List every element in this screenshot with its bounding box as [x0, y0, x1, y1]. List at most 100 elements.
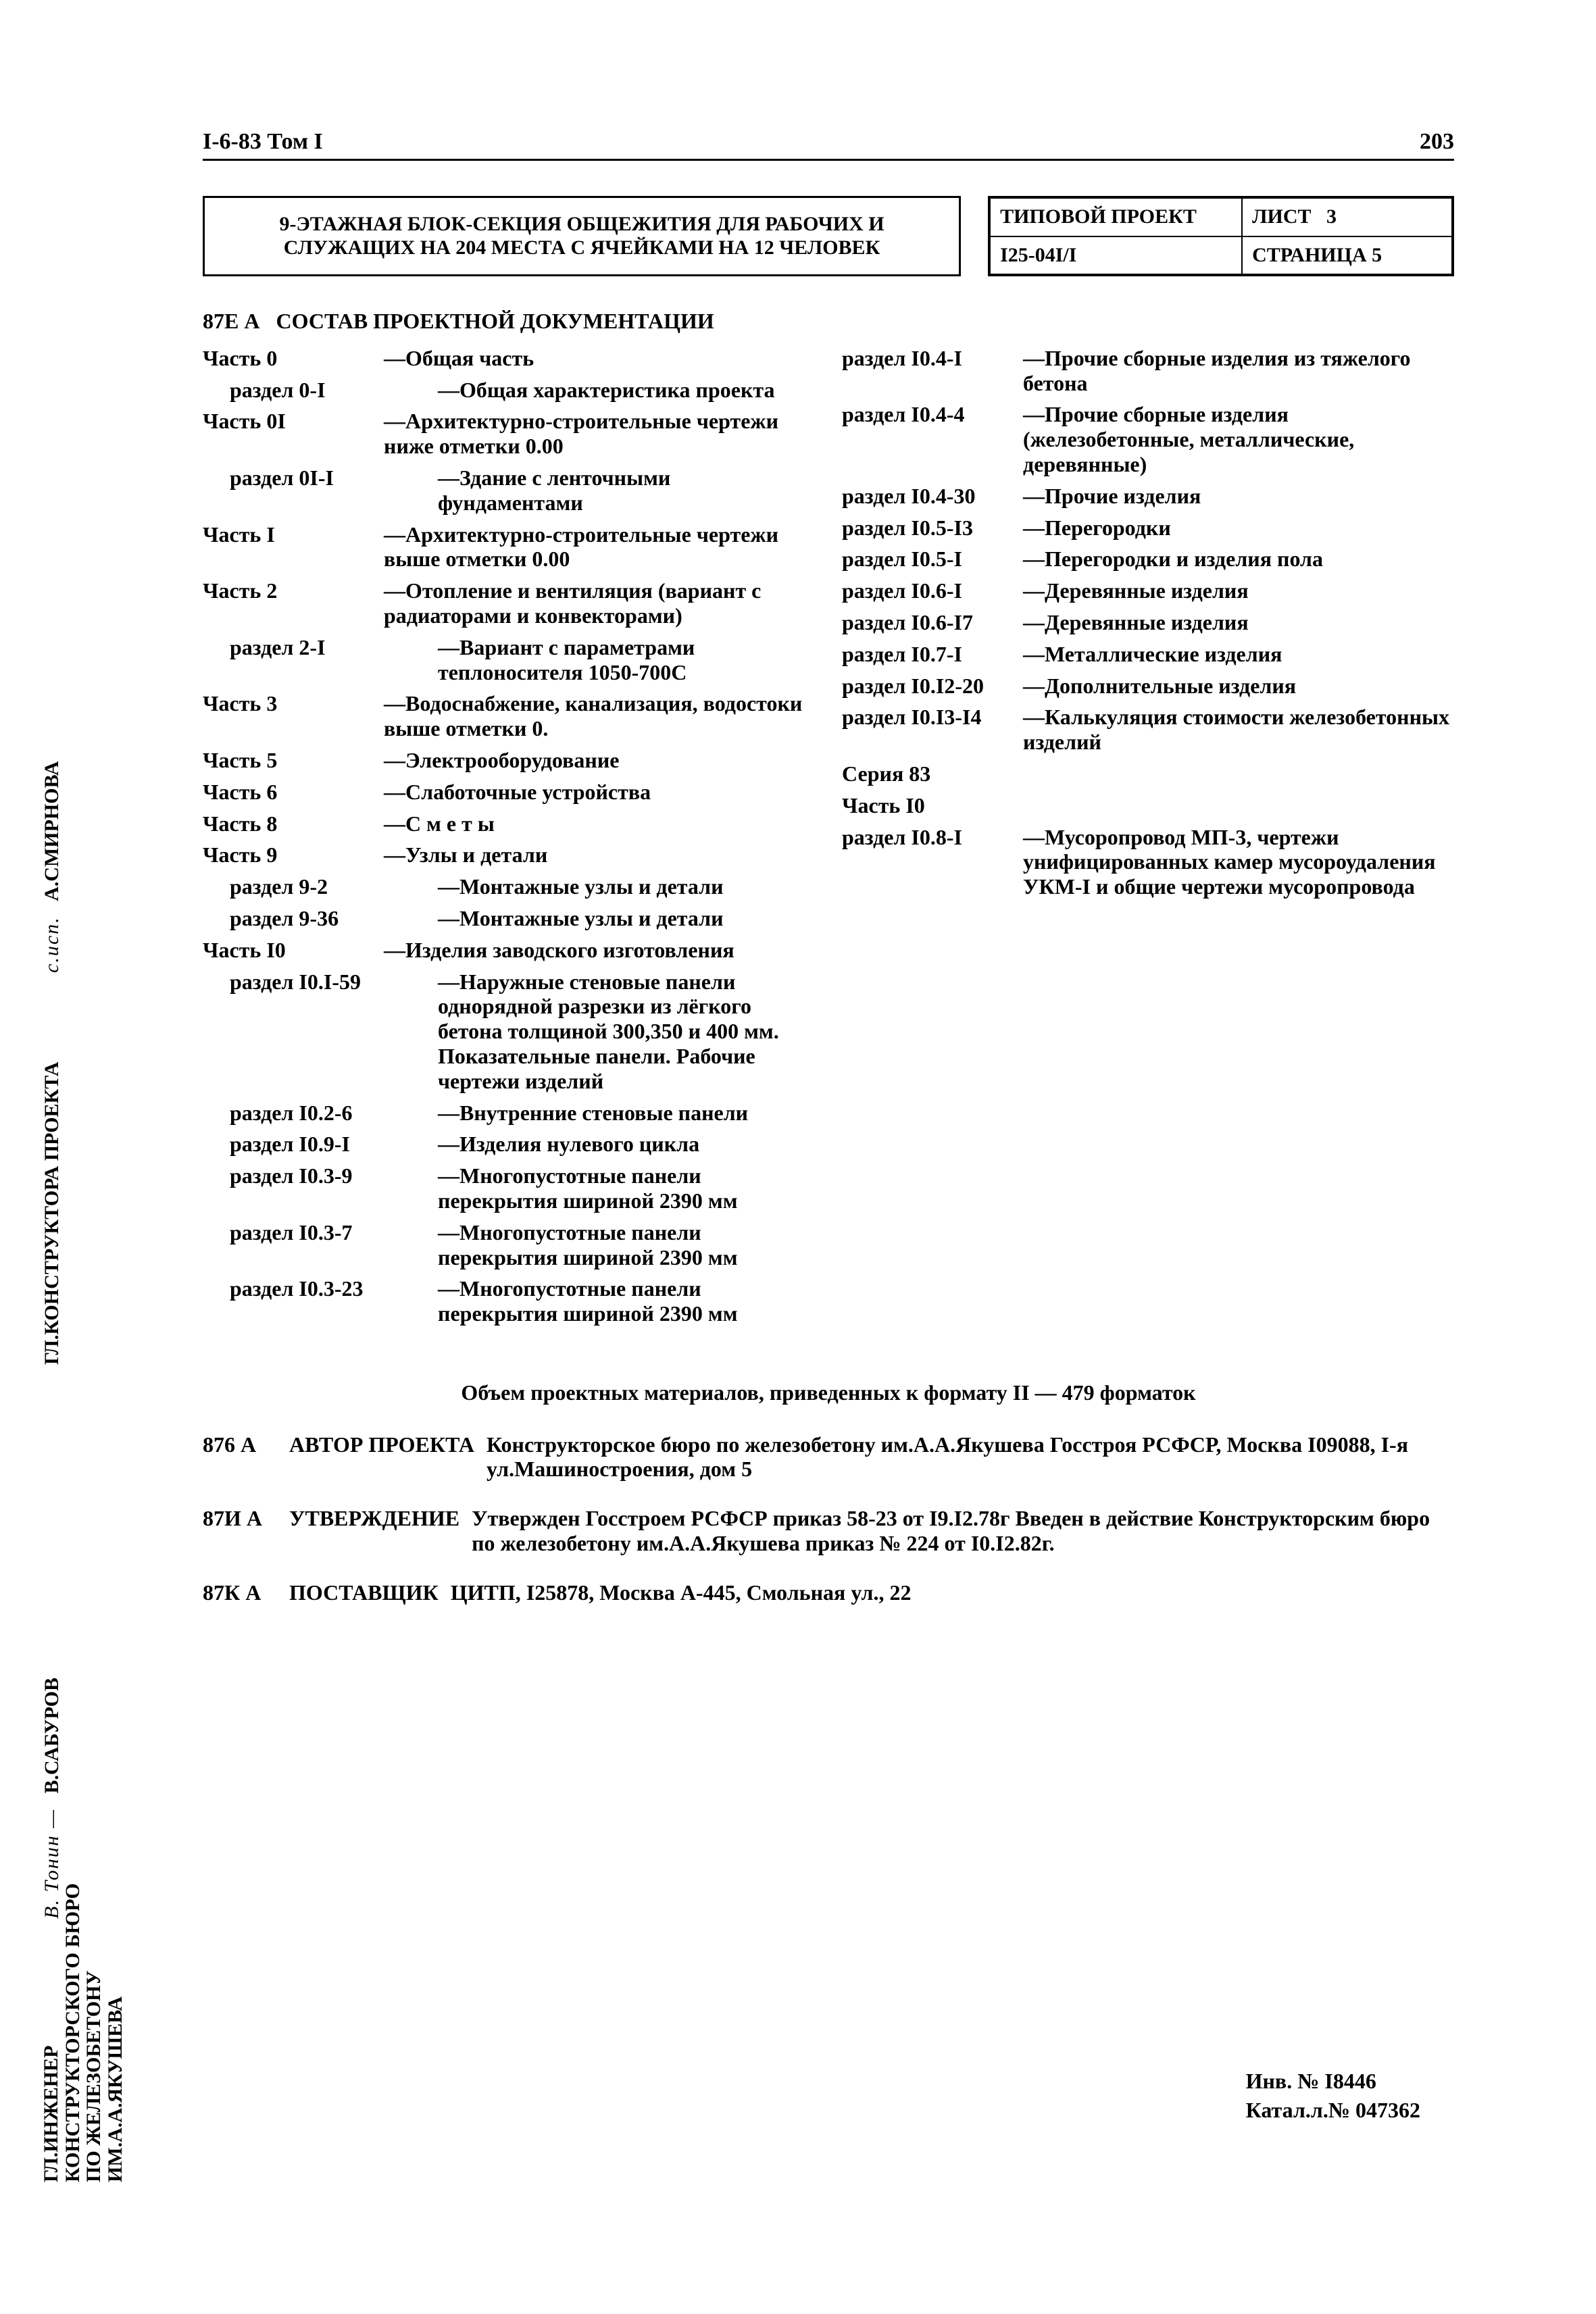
entry-row: раздел 2-I—Вариант с параметрами теплоно… [203, 635, 815, 685]
entry-row: Часть 0—Общая часть [203, 346, 815, 371]
title-left: 9-ЭТАЖНАЯ БЛОК-СЕКЦИЯ ОБЩЕЖИТИЯ ДЛЯ РАБО… [203, 196, 961, 276]
entry-key: Часть 6 [203, 780, 372, 805]
side-text-4c: ПО ЖЕЛЕЗОБЕТОНУ [82, 1971, 105, 2183]
entry-value: —Монтажные узлы и детали [438, 906, 815, 931]
title-block: 9-ЭТАЖНАЯ БЛОК-СЕКЦИЯ ОБЩЕЖИТИЯ ДЛЯ РАБО… [203, 196, 1454, 276]
entry-key: Часть 9 [203, 842, 372, 867]
credit-code: 87И А [203, 1506, 284, 1531]
entry-row: раздел I0.I2-20 —Дополнительные изделия [842, 674, 1454, 699]
entry-row: Часть I—Архитектурно-строительные чертеж… [203, 522, 815, 572]
entry-row: раздел I0.4-30—Прочие изделия [842, 484, 1454, 509]
credit-row: 87К А ПОСТАВЩИК ЦИТП, I25878, Москва А-44… [203, 1580, 1454, 1605]
entry-key: Часть 2 [203, 578, 372, 603]
side-label-1: с.исп. А.СМИРНОВА [41, 761, 64, 973]
entry-row: раздел 9-36 —Монтажные узлы и детали [203, 906, 815, 931]
section-heading: 87Е А СОСТАВ ПРОЕКТНОЙ ДОКУМЕНТАЦИИ [203, 309, 1454, 334]
entry-value: —Здание с ленточными фундаментами [438, 466, 815, 515]
entry-value: —Перегородки [1023, 515, 1454, 540]
credit-key: 87И А УТВЕРЖДЕНИЕ [203, 1506, 459, 1531]
credit-label: ПОСТАВЩИК [289, 1580, 439, 1605]
page-value: 5 [1372, 244, 1382, 268]
entry-row: Часть I0 [842, 793, 1454, 818]
entry-value: —Общая характеристика проекта [438, 378, 815, 403]
contents-columns: Часть 0—Общая часть раздел 0-I—Общая хара… [203, 346, 1454, 1333]
list-label: ЛИСТ [1252, 205, 1311, 229]
entry-row: раздел I0.7-I —Металлические изделия [842, 642, 1454, 667]
entry-row: Часть I0—Изделия заводского изготовления [203, 938, 815, 963]
entry-value: —Внутренние стеновые панели [438, 1101, 815, 1126]
entry-key: Часть I [203, 522, 372, 547]
page-label: СТРАНИЦА [1252, 244, 1367, 268]
entry-row: Серия 83 [842, 761, 1454, 786]
entry-value: —Архитектурно-строительные чертежи ниже … [384, 409, 815, 459]
entry-key: Часть 8 [203, 811, 372, 836]
entry-key: раздел I0.3-7 [203, 1220, 426, 1245]
entry-value: —Многопустотные панели перекрытия ширино… [438, 1276, 815, 1326]
list-cell: ЛИСТ 3 [1242, 198, 1452, 236]
entry-row: раздел I0.6-I—Деревянные изделия [842, 578, 1454, 603]
entry-key: раздел 9-36 [203, 906, 426, 931]
entry-value: —Дополнительные изделия [1023, 674, 1454, 699]
tp-label: ТИПОВОЙ ПРОЕКТ [990, 198, 1242, 236]
entry-key: раздел I0.4-4 [842, 402, 1011, 427]
credit-value: Утвержден Госстроем РСФСР приказ 58-23 о… [472, 1506, 1454, 1556]
entry-value: —Узлы и детали [384, 842, 815, 867]
tp-value: I25-04I/I [990, 236, 1242, 275]
credit-row: 87И А УТВЕРЖДЕНИЕ Утвержден Госстроем РСФ… [203, 1506, 1454, 1556]
entry-row: Часть 5 —Электрооборудование [203, 748, 815, 773]
entry-value: —Слаботочные устройства [384, 780, 815, 805]
entry-row: раздел I0.3-23—Многопустотные панели пер… [203, 1276, 815, 1326]
entry-key: раздел I0.5-I3 [842, 515, 1011, 540]
entry-row: раздел I0.4-4—Прочие сборные изделия (же… [842, 402, 1454, 476]
doc-code: I-6-83 Том I [203, 128, 323, 155]
section-title: СОСТАВ ПРОЕКТНОЙ ДОКУМЕНТАЦИИ [276, 309, 714, 334]
entry-value: —Калькуляция стоимости железобетонных из… [1023, 705, 1454, 755]
entry-key: раздел 0I-I [203, 466, 426, 491]
entry-value: —Металлические изделия [1023, 642, 1454, 667]
side-text-3: В.САБУРОВ [41, 1678, 63, 1794]
entry-value: —Прочие сборные изделия из тяжелого бето… [1023, 346, 1454, 396]
credit-code: 876 А [203, 1432, 284, 1457]
credit-key: 876 А АВТОР ПРОЕКТА [203, 1432, 474, 1457]
entry-value: —Отопление и вентиляция (вариант с радиа… [384, 578, 815, 628]
title-right: ТИПОВОЙ ПРОЕКТ ЛИСТ 3 I25-04I/I СТРАНИЦА… [988, 196, 1454, 276]
left-column: Часть 0—Общая часть раздел 0-I—Общая хара… [203, 346, 815, 1333]
entry-key: Часть 3 [203, 691, 372, 716]
entry-key: раздел 2-I [203, 635, 426, 660]
entry-key: раздел I0.7-I [842, 642, 1011, 667]
credit-value: ЦИТП, I25878, Москва А-445, Смольная ул.… [451, 1580, 1454, 1605]
entry-value: —Перегородки и изделия пола [1023, 547, 1454, 572]
entry-value: —Изделия заводского изготовления [384, 938, 815, 963]
entry-key: раздел I0.3-9 [203, 1163, 426, 1188]
entry-key: Часть 5 [203, 748, 372, 773]
entry-row: раздел 9-2—Монтажные узлы и детали [203, 874, 815, 899]
footer-codes: Инв. № I8446 Катал.л.№ 047362 [1246, 2067, 1420, 2125]
entry-key: раздел I0.5-I [842, 547, 1011, 572]
entry-row: раздел I0.6-I7—Деревянные изделия [842, 610, 1454, 635]
entry-value: —Монтажные узлы и детали [438, 874, 815, 899]
side-text-4b: КОНСТРУКТОРСКОГО БЮРО [61, 1883, 84, 2182]
side-text-4d: ИМ.А.А.ЯКУШЕВА [104, 1996, 126, 2182]
entry-row: раздел I0.I3-I4—Калькуляция стоимости же… [842, 705, 1454, 755]
page-cell: СТРАНИЦА 5 [1242, 236, 1452, 275]
entry-value: —Водоснабжение, канализация, водостоки в… [384, 691, 815, 741]
entry-value: —Деревянные изделия [1023, 578, 1454, 603]
summary-line: Объем проектных материалов, приведенных … [203, 1380, 1454, 1405]
entry-row: раздел I0.9-I—Изделия нулевого цикла [203, 1132, 815, 1157]
entry-row: раздел I0.3-9—Многопустотные панели пере… [203, 1163, 815, 1213]
entry-key: Часть 0I [203, 409, 372, 434]
credit-label: УТВЕРЖДЕНИЕ [289, 1506, 459, 1530]
side-text-4a: ГЛ.ИНЖЕНЕР [40, 2046, 62, 2182]
entry-value: —Прочие изделия [1023, 484, 1454, 509]
entry-value: —Общая часть [384, 346, 815, 371]
entry-key: раздел I0.I2-20 [842, 674, 1011, 699]
entry-row: раздел 0-I—Общая характеристика проекта [203, 378, 815, 403]
entry-value: —Деревянные изделия [1023, 610, 1454, 635]
entry-row: раздел I0.5-I3 —Перегородки [842, 515, 1454, 540]
entry-key: раздел I0.9-I [203, 1132, 426, 1157]
entry-value: —Электрооборудование [384, 748, 815, 773]
credit-row: 876 А АВТОР ПРОЕКТАКонструкторское бюро … [203, 1432, 1454, 1482]
credit-code: 87К А [203, 1580, 284, 1605]
right-column: раздел I0.4-I—Прочие сборные изделия из … [842, 346, 1454, 1333]
catalog-no: Катал.л.№ 047362 [1246, 2096, 1420, 2125]
